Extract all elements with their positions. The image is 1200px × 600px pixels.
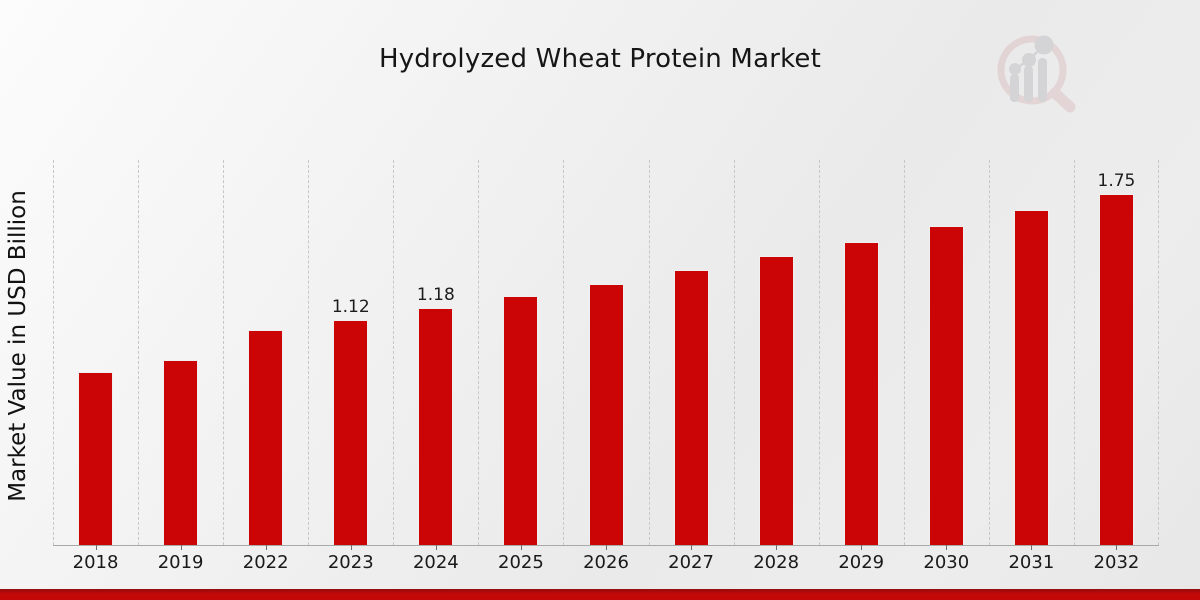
gridline <box>734 160 735 545</box>
x-tick-label-2023: 2023 <box>327 552 374 573</box>
x-tick-label-2027: 2027 <box>668 552 714 573</box>
gridline <box>1074 160 1075 545</box>
x-tick-label-2025: 2025 <box>498 552 544 573</box>
bar-2031 <box>1013 210 1049 545</box>
gridline <box>53 160 54 545</box>
x-axis-tick <box>520 545 522 550</box>
x-tick-label-2026: 2026 <box>583 552 629 573</box>
bar-2019 <box>163 360 199 545</box>
bar-2028 <box>758 256 794 545</box>
footer-accent-bar <box>0 589 1200 600</box>
gridline <box>223 160 224 545</box>
x-tick-label-2022: 2022 <box>242 552 289 573</box>
bar-2025 <box>503 296 539 545</box>
x-axis-tick <box>95 545 97 550</box>
x-axis-tick <box>180 545 182 550</box>
bar-2022 <box>248 330 284 545</box>
x-tick-label-2028: 2028 <box>753 552 800 573</box>
bar-2032 <box>1098 194 1134 545</box>
bar-2026 <box>588 284 624 545</box>
magnifier-bar-chart-logo <box>982 22 1086 126</box>
gridline <box>819 160 820 545</box>
x-axis-tick <box>861 545 863 550</box>
gridline <box>478 160 479 545</box>
bar-2030 <box>928 226 964 545</box>
bar-value-label-2032: 1.75 <box>1097 171 1136 191</box>
bar-value-label-2023: 1.12 <box>331 297 370 317</box>
x-tick-label-2030: 2030 <box>923 552 970 573</box>
x-axis-tick <box>691 545 693 550</box>
x-tick-label-2019: 2019 <box>157 552 204 573</box>
x-axis-tick <box>265 545 267 550</box>
gridline <box>308 160 309 545</box>
gridline <box>563 160 564 545</box>
x-tick-label-2031: 2031 <box>1008 552 1055 573</box>
x-tick-label-2032: 2032 <box>1093 552 1140 573</box>
bar-2029 <box>843 242 879 545</box>
x-axis-tick <box>350 545 352 550</box>
bar-2027 <box>673 270 709 545</box>
x-axis-tick <box>435 545 437 550</box>
bar-2023 <box>333 320 369 545</box>
gridline <box>904 160 905 545</box>
gridline <box>393 160 394 545</box>
gridline <box>989 160 990 545</box>
chart-title: Hydrolyzed Wheat Protein Market <box>378 44 822 74</box>
x-tick-label-2024: 2024 <box>412 552 459 573</box>
bar-2018 <box>78 372 114 545</box>
y-axis-label: Market Value in USD Billion <box>5 190 31 502</box>
x-axis-tick <box>1031 545 1033 550</box>
x-axis-tick <box>1116 545 1118 550</box>
x-axis-tick <box>606 545 607 550</box>
x-tick-label-2018: 2018 <box>72 552 119 573</box>
bar-value-label-2024: 1.18 <box>416 285 455 305</box>
bar-2024 <box>418 308 454 545</box>
gridline <box>1158 160 1159 545</box>
x-tick-label-2029: 2029 <box>838 552 885 573</box>
x-axis-tick <box>946 545 948 550</box>
gridline <box>138 160 139 545</box>
gridline <box>649 160 650 545</box>
plot-area: 2018 2019 2022 2023 1.12 2024 1.18 2025 2026 2027… <box>53 160 1159 573</box>
x-axis-tick <box>776 545 778 550</box>
